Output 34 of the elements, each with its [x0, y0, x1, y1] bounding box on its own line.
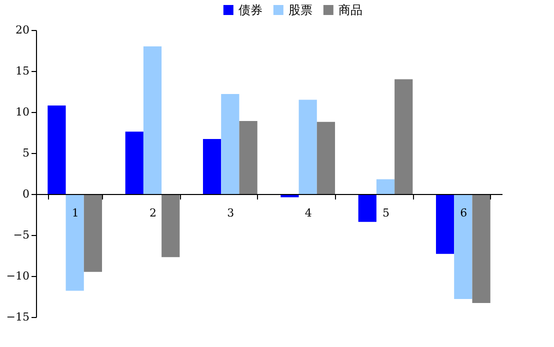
x-tick-label: 4: [304, 206, 312, 220]
bar: [143, 46, 162, 194]
x-tick-label: 2: [150, 206, 156, 220]
y-tick-label: 15: [16, 64, 30, 78]
legend-label: 商品: [338, 3, 362, 17]
bar: [125, 132, 144, 194]
bar: [454, 194, 472, 299]
bar: [394, 79, 413, 194]
bar: [162, 194, 180, 258]
legend-label: 债券: [238, 3, 262, 17]
bar: [316, 122, 336, 194]
y-tick-label: −10: [6, 270, 30, 282]
y-tick-label: −5: [13, 228, 30, 242]
bar: [66, 194, 84, 291]
x-tick-label: 5: [382, 206, 390, 220]
bar: [202, 139, 222, 194]
y-tick-label: 10: [16, 106, 30, 118]
bar: [376, 179, 395, 194]
y-tick-label: −15: [6, 310, 30, 324]
y-tick-label: 5: [22, 146, 30, 160]
bar: [472, 194, 490, 304]
y-tick-label: 20: [16, 24, 30, 36]
bar: [298, 100, 317, 194]
bar: [239, 121, 258, 194]
x-tick-label: 6: [460, 206, 468, 220]
bar: [358, 194, 376, 222]
y-tick-label: 0: [22, 188, 30, 200]
bar: [48, 105, 66, 194]
x-tick-label: 3: [227, 206, 234, 220]
x-tick-label: 1: [72, 206, 79, 220]
bar: [221, 94, 240, 194]
bar: [84, 194, 102, 272]
bar: [436, 194, 454, 254]
legend-label: 股票: [288, 3, 312, 17]
